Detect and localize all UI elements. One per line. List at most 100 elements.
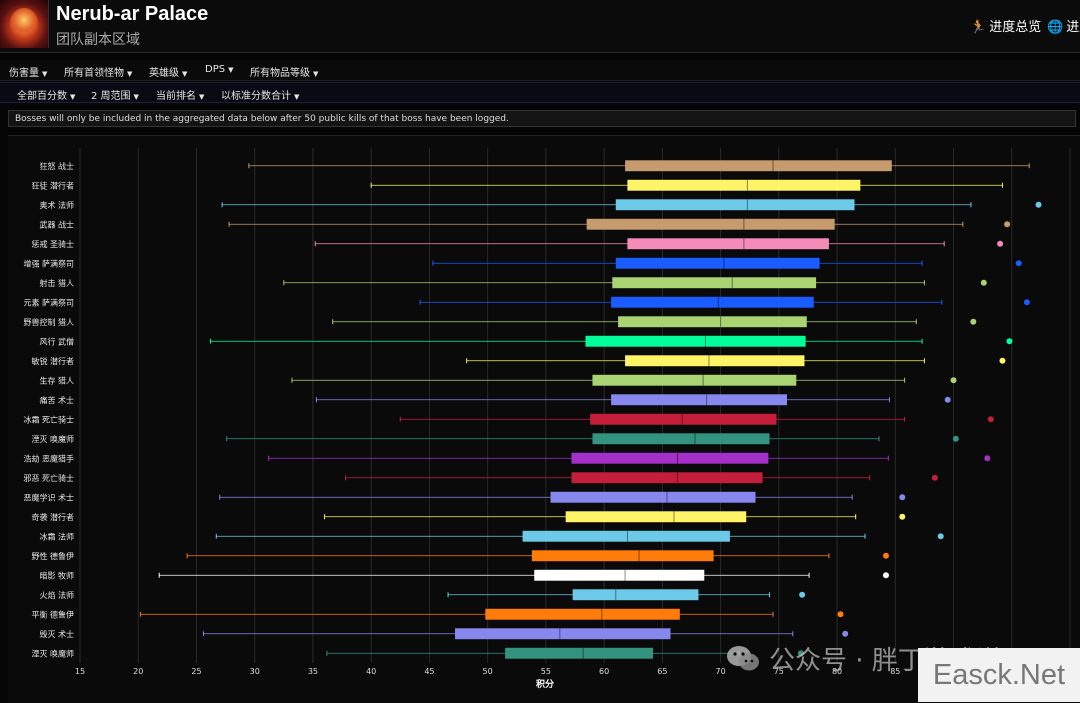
box-iqr	[565, 511, 747, 523]
box-iqr	[625, 160, 892, 172]
box-iqr	[592, 374, 797, 386]
category-label: 风行 武僧	[39, 336, 74, 346]
progress-overview-link[interactable]: 🏃 进度总览	[970, 20, 1042, 35]
box-iqr	[572, 589, 699, 601]
caret-down-icon: ▼	[294, 93, 300, 101]
category-label: 毁灭 术士	[39, 629, 74, 639]
box-iqr	[455, 628, 671, 640]
x-tick-label: 70	[715, 667, 725, 676]
box-iqr	[592, 433, 770, 445]
chart-panel: 1520253035404550556065707580859095100积分狂…	[8, 135, 1080, 703]
category-label: 射击 猎人	[39, 278, 74, 288]
outlier-point	[1004, 221, 1011, 228]
progress-link[interactable]: 🌐进度	[1047, 20, 1080, 35]
box-iqr	[586, 218, 835, 230]
filter-percentile-dropdown[interactable]: 全部百分数 ▼	[17, 91, 76, 102]
filter-role-dropdown[interactable]: DPS ▼	[205, 64, 234, 75]
x-tick-label: 80	[832, 667, 842, 676]
outlier-point	[899, 494, 906, 501]
category-label: 火焰 法师	[39, 590, 74, 600]
box-iqr	[627, 238, 829, 250]
box-iqr	[571, 472, 763, 484]
category-label: 浩劫 恶魔猎手	[23, 453, 74, 463]
outlier-point	[987, 416, 994, 423]
x-tick-label: 15	[75, 667, 85, 676]
x-tick-label: 50	[483, 667, 493, 676]
outlier-point	[999, 357, 1006, 364]
outlier-point	[837, 611, 844, 618]
box-iqr	[485, 608, 680, 620]
caret-down-icon: ▼	[70, 93, 76, 101]
notice-banner: Bosses will only be included in the aggr…	[8, 110, 1076, 127]
zone-header: Nerub-ar Palace 团队副本区域 🏃进度总览 🌐进度	[0, 0, 1080, 53]
zone-emblem-icon	[0, 0, 49, 48]
filter-metric-dropdown[interactable]: 伤害量 ▼	[9, 68, 48, 79]
outlier-point	[882, 552, 889, 559]
outlier-point	[1035, 201, 1042, 208]
category-label: 邪恶 死亡骑士	[23, 473, 74, 483]
category-label: 痛苦 术士	[39, 395, 74, 405]
caret-down-icon: ▼	[182, 70, 188, 78]
box-iqr	[534, 569, 705, 581]
x-axis-label: 积分	[536, 678, 554, 690]
outlier-point	[842, 630, 849, 637]
category-label: 狂怒 战士	[39, 161, 74, 171]
box-iqr	[615, 257, 820, 269]
x-tick-label: 20	[133, 667, 143, 676]
caret-down-icon: ▼	[42, 70, 48, 78]
box-iqr	[590, 413, 777, 425]
category-label: 增强 萨满祭司	[23, 258, 74, 268]
filter-bar-secondary: 全部百分数 ▼ 2 周范围 ▼ 当前排名 ▼ 以标准分数合计 ▼	[0, 82, 1080, 103]
easck-badge: Easck.Net	[918, 648, 1080, 702]
x-tick-label: 65	[657, 667, 667, 676]
box-iqr	[625, 355, 805, 367]
box-iqr	[611, 394, 787, 406]
category-label: 暗影 牧师	[39, 570, 74, 580]
x-tick-label: 45	[424, 667, 434, 676]
box-iqr	[615, 199, 855, 211]
category-label: 生存 猎人	[39, 375, 74, 385]
outlier-point	[931, 474, 938, 481]
filter-difficulty-dropdown[interactable]: 英雄级 ▼	[149, 68, 188, 79]
caret-down-icon: ▼	[313, 70, 319, 78]
outlier-point	[799, 591, 806, 598]
filter-aggregate-dropdown[interactable]: 以标准分数合计 ▼	[221, 91, 300, 102]
x-tick-label: 25	[191, 667, 201, 676]
outlier-point	[952, 435, 959, 442]
outlier-point	[944, 396, 951, 403]
filter-boss-dropdown[interactable]: 所有首领怪物 ▼	[64, 68, 133, 79]
caret-down-icon: ▼	[133, 93, 139, 101]
box-iqr	[571, 452, 769, 464]
filter-itemlevel-dropdown[interactable]: 所有物品等级 ▼	[250, 68, 319, 79]
x-tick-label: 75	[774, 667, 784, 676]
box-iqr	[522, 530, 730, 542]
wechat-icon	[727, 646, 759, 671]
outlier-point	[1015, 260, 1022, 267]
box-iqr	[618, 316, 807, 328]
box-iqr	[627, 179, 861, 191]
filter-timerange-dropdown[interactable]: 2 周范围 ▼	[91, 91, 139, 102]
category-label: 奥术 法师	[39, 200, 74, 210]
box-iqr	[585, 335, 806, 347]
filter-bar-primary: 伤害量 ▼ 所有首领怪物 ▼ 英雄级 ▼ DPS ▼ 所有物品等级 ▼	[0, 60, 1080, 81]
globe-icon: 🌐	[1047, 20, 1064, 35]
category-label: 冰霜 法师	[39, 531, 74, 541]
category-label: 湮灭 唤魔师	[31, 648, 74, 658]
box-iqr	[505, 647, 654, 659]
outlier-point	[899, 513, 906, 520]
box-iqr	[550, 491, 756, 503]
x-tick-label: 30	[250, 667, 260, 676]
category-label: 狂徒 潜行者	[31, 180, 74, 190]
outlier-point	[984, 455, 991, 462]
x-tick-label: 40	[366, 667, 376, 676]
outlier-point	[970, 318, 977, 325]
outlier-point	[997, 240, 1004, 247]
page-title: Nerub-ar Palace	[56, 3, 209, 25]
outlier-point	[1006, 338, 1013, 345]
category-label: 惩戒 圣骑士	[31, 239, 74, 249]
boxplot-chart: 1520253035404550556065707580859095100积分狂…	[23, 148, 1078, 690]
filter-ranking-dropdown[interactable]: 当前排名 ▼	[156, 91, 205, 102]
outlier-point	[882, 572, 889, 579]
category-label: 野性 德鲁伊	[31, 551, 74, 561]
box-iqr	[611, 296, 814, 308]
